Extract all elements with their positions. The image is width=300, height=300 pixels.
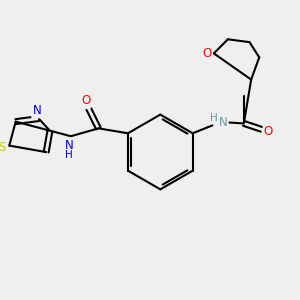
Text: S: S [0,141,6,154]
Text: H: H [65,150,73,160]
Text: N: N [32,104,41,117]
Text: N: N [64,139,73,152]
Text: N: N [219,116,228,129]
Text: H: H [211,112,218,122]
Text: O: O [81,94,90,107]
Text: O: O [264,125,273,138]
Text: O: O [202,47,212,60]
